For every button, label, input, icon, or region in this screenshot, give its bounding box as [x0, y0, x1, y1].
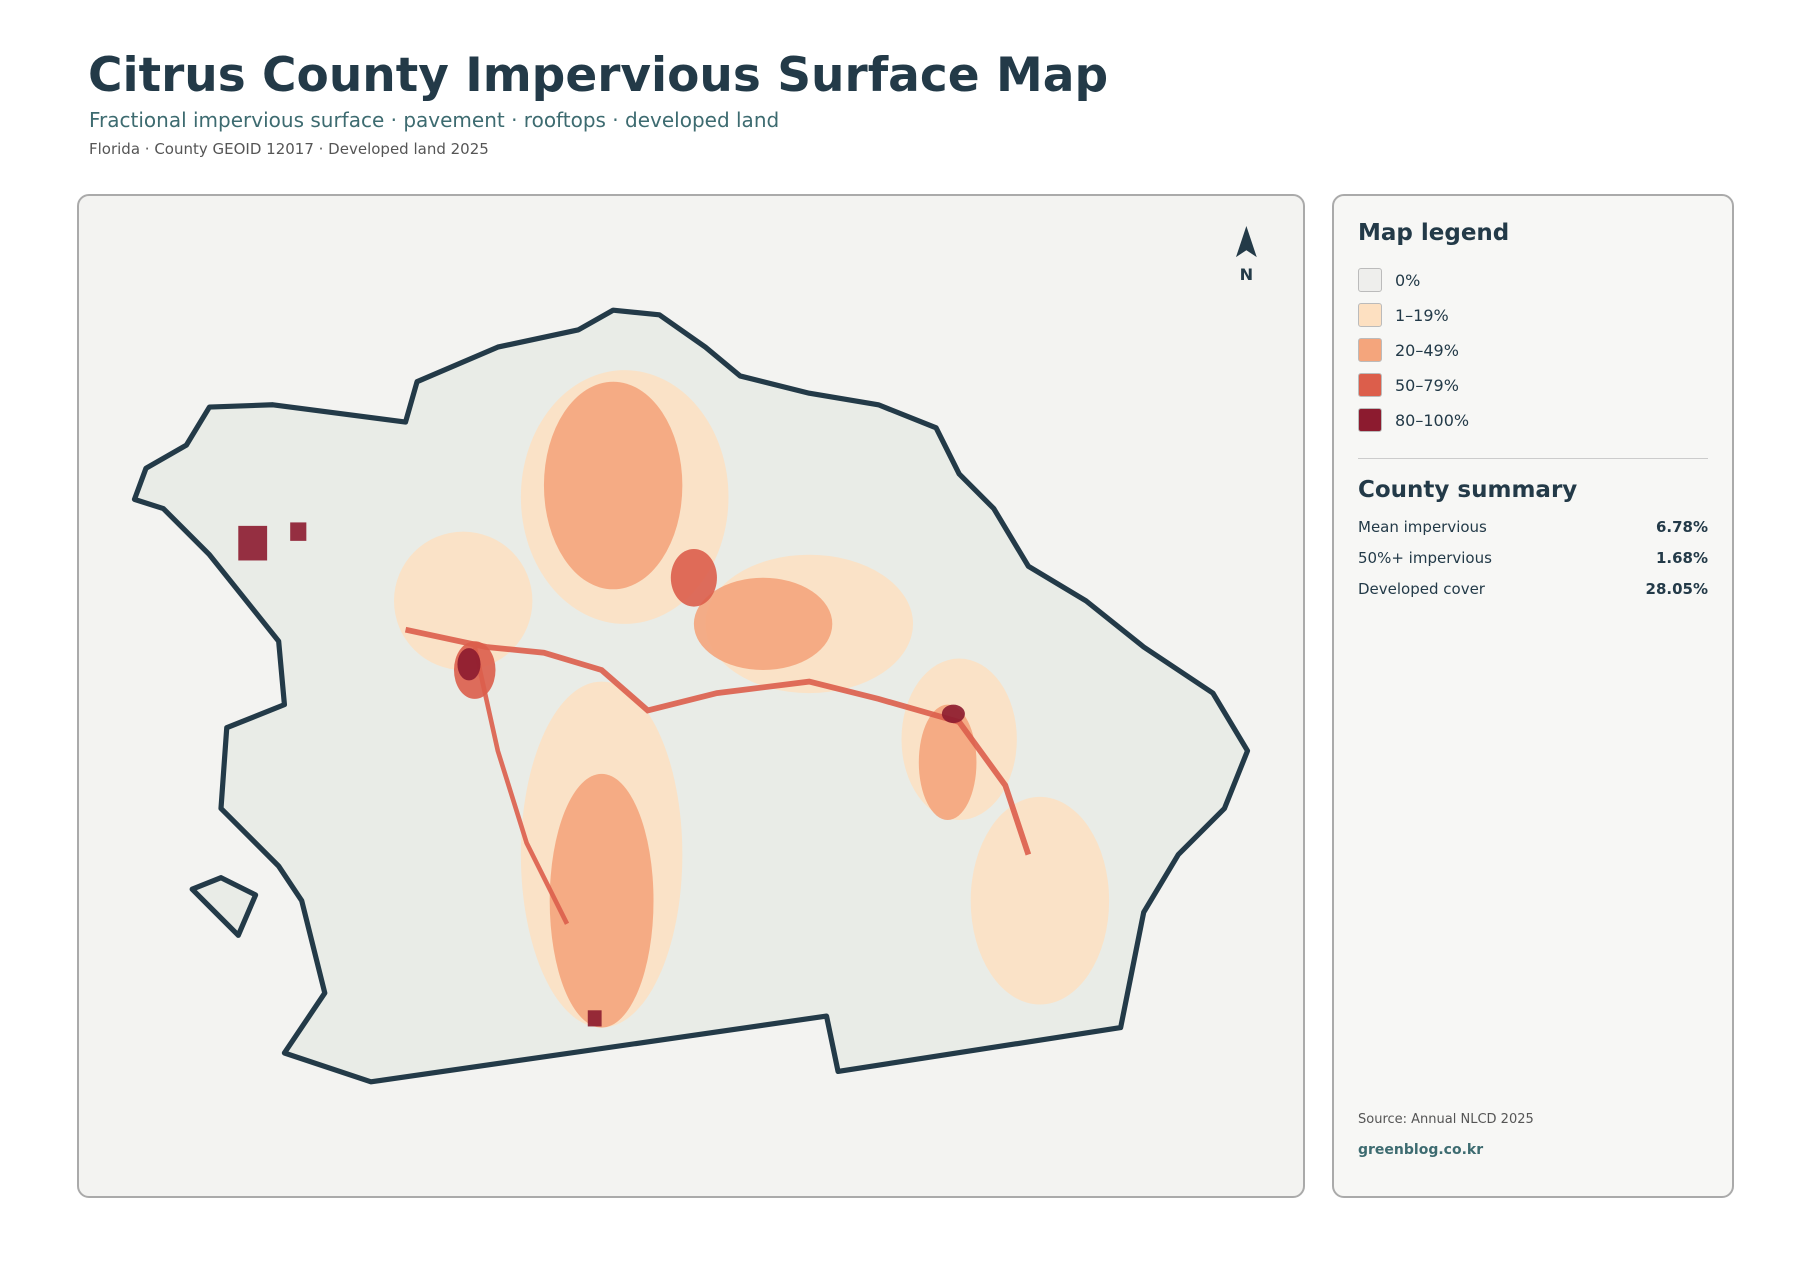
summary-title: County summary [1358, 477, 1578, 503]
legend-swatch [1358, 268, 1382, 292]
legend-item: 20–49% [1358, 338, 1459, 362]
source: Source: Annual NLCD 2025 [1358, 1112, 1534, 1127]
north-arrow [1235, 225, 1257, 258]
developed-area [543, 381, 683, 590]
developed-area [404, 626, 1032, 856]
legend-label: 20–49% [1395, 340, 1459, 360]
developed-area [549, 773, 654, 1028]
legend-label: 80–100% [1395, 410, 1470, 430]
summary-row: Mean impervious 6.78% [1358, 518, 1708, 536]
county [131, 307, 1251, 1085]
summary-value: 28.05% [1645, 580, 1708, 598]
developed-area [472, 646, 570, 925]
map: N [131, 225, 1257, 1085]
legend-item: 80–100% [1358, 408, 1469, 432]
map-panel: N [77, 194, 1305, 1198]
legend-label: 50–79% [1395, 375, 1459, 395]
county-outline [131, 307, 1251, 1085]
legend-swatch [1358, 408, 1382, 432]
island [189, 875, 259, 938]
development [238, 370, 1110, 1028]
developed-area [970, 796, 1110, 1005]
summary-label: Developed cover [1358, 580, 1485, 598]
legend-swatch [1358, 338, 1382, 362]
legend-item: 1–19% [1358, 303, 1449, 327]
legend-label: 0% [1395, 270, 1421, 290]
legend-panel: Map legend 0% 1–19% 20–49% 50–79% 80–100% Co… [1332, 194, 1734, 1198]
summary-label: 50%+ impervious [1358, 549, 1492, 567]
legend-item: 0% [1358, 268, 1420, 292]
legend-title: Map legend [1358, 220, 1510, 246]
developed-area [238, 525, 268, 561]
developed-area [918, 704, 977, 820]
developed-area [693, 577, 833, 671]
subtitle: Fractional impervious surface · pavement… [89, 108, 780, 132]
developed-area [457, 648, 481, 681]
developed-area [941, 704, 965, 724]
legend-swatch [1358, 303, 1382, 327]
summary-value: 1.68% [1655, 549, 1708, 567]
legend-item: 50–79% [1358, 373, 1459, 397]
developed-area [670, 548, 717, 607]
developed-area [290, 522, 307, 541]
divider [1358, 458, 1708, 459]
developed-area [587, 1010, 602, 1027]
summary-row: Developed cover 28.05% [1358, 580, 1708, 598]
title: Citrus County Impervious Surface Map [88, 48, 1109, 103]
summary-label: Mean impervious [1358, 518, 1487, 536]
meta: Florida · County GEOID 12017 · Developed… [89, 140, 489, 158]
legend-swatch [1358, 373, 1382, 397]
site: greenblog.co.kr [1358, 1142, 1484, 1158]
summary-row: 50%+ impervious 1.68% [1358, 549, 1708, 567]
legend-label: 1–19% [1395, 305, 1449, 325]
north-label: N [1240, 265, 1254, 284]
summary-value: 6.78% [1655, 518, 1708, 536]
